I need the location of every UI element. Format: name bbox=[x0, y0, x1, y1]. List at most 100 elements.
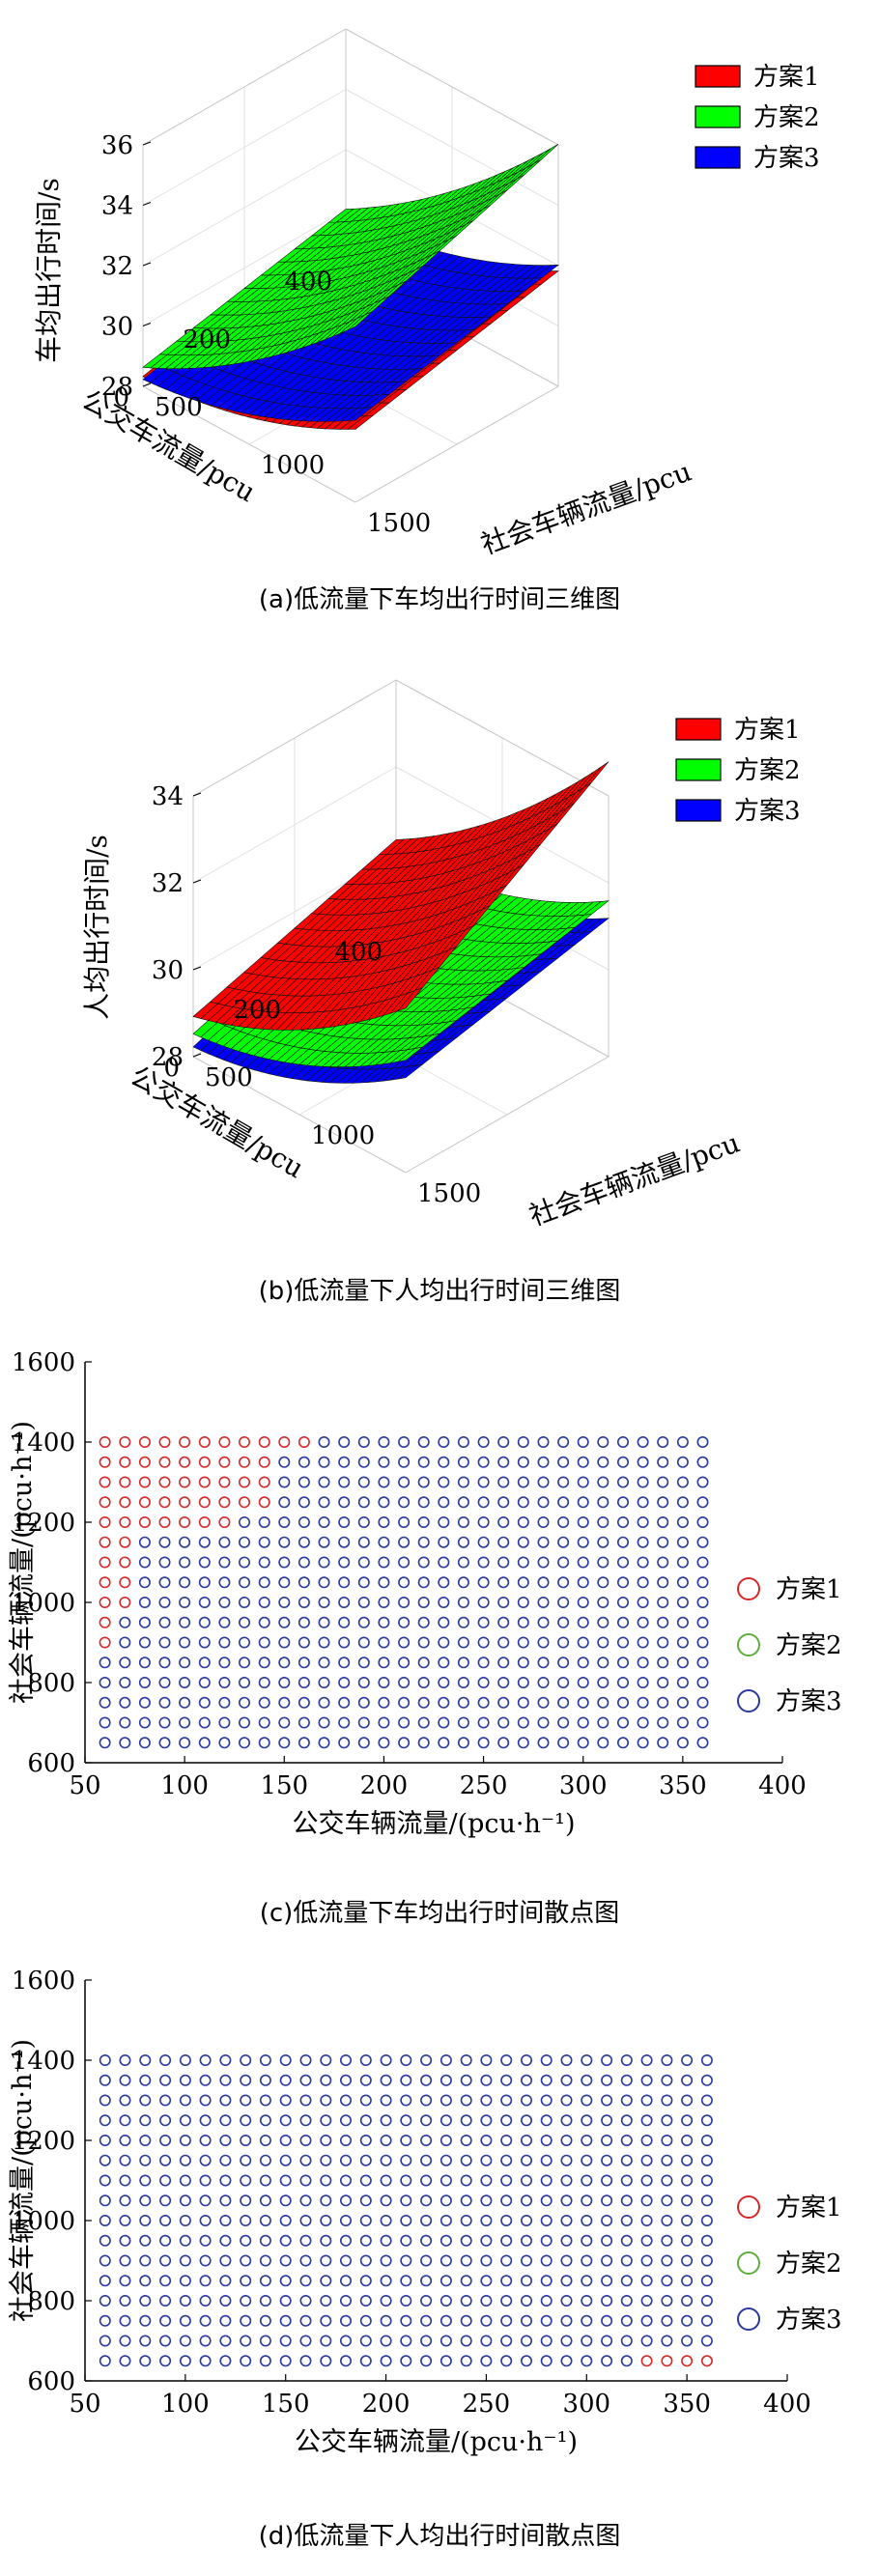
surface-facet bbox=[525, 148, 552, 168]
point-方案3 bbox=[400, 2215, 412, 2227]
point-方案3 bbox=[198, 1696, 211, 1709]
point-方案3 bbox=[258, 1556, 270, 1569]
point-方案3 bbox=[318, 1436, 330, 1449]
point-方案1 bbox=[99, 1536, 111, 1548]
point-方案3 bbox=[497, 1616, 510, 1628]
point-方案3 bbox=[581, 2335, 593, 2347]
caption-b: (b)低流量下人均出行时间三维图 bbox=[258, 1277, 621, 1306]
point-方案3 bbox=[320, 2355, 332, 2367]
scatter-chart-travel-time-per-vehicle: 50 100 150 200 250 300 350 400 600 800 1000 1200 140… bbox=[0, 1348, 879, 1941]
x-tick-label: 350 bbox=[659, 1771, 707, 1800]
point-方案3 bbox=[457, 1737, 469, 1749]
point-方案3 bbox=[398, 1597, 411, 1609]
point-方案3 bbox=[457, 1556, 469, 1569]
point-方案1 bbox=[298, 1436, 310, 1449]
point-方案3 bbox=[460, 2335, 472, 2347]
point-方案3 bbox=[378, 1597, 390, 1609]
point-方案3 bbox=[400, 2154, 412, 2166]
y-tick-label: 0 bbox=[163, 1054, 180, 1083]
point-方案3 bbox=[696, 1656, 709, 1669]
point-方案3 bbox=[339, 2194, 352, 2207]
x-tick-label: 500 bbox=[155, 393, 203, 422]
point-方案1 bbox=[158, 1516, 171, 1529]
legend-label-方案2: 方案2 bbox=[776, 2250, 842, 2279]
caption-d: (d)低流量下人均出行时间散点图 bbox=[258, 2522, 621, 2551]
point-方案3 bbox=[398, 1616, 411, 1628]
point-方案3 bbox=[540, 2215, 553, 2227]
point-方案3 bbox=[199, 2234, 212, 2247]
point-方案3 bbox=[338, 1556, 351, 1569]
point-方案3 bbox=[299, 2335, 312, 2347]
x-tick-label: 300 bbox=[559, 1771, 608, 1800]
point-方案3 bbox=[581, 2254, 593, 2267]
point-方案3 bbox=[520, 2215, 532, 2227]
point-方案3 bbox=[299, 2294, 312, 2307]
point-方案3 bbox=[537, 1716, 550, 1729]
point-方案3 bbox=[540, 2194, 553, 2207]
point-方案3 bbox=[540, 2135, 553, 2147]
point-方案3 bbox=[318, 1636, 330, 1649]
point-方案3 bbox=[696, 1496, 709, 1509]
point-方案3 bbox=[338, 1656, 351, 1669]
point-方案3 bbox=[457, 1616, 469, 1628]
point-方案3 bbox=[239, 1656, 251, 1669]
z-tick-label: 28 bbox=[101, 373, 133, 402]
point-方案1 bbox=[119, 1597, 131, 1609]
point-方案3 bbox=[159, 2074, 172, 2086]
surface-plot-a: 2830323436020040050010001500车均出行时间/s公交车流… bbox=[33, 28, 820, 561]
point-方案3 bbox=[438, 1456, 450, 1468]
point-方案3 bbox=[477, 1496, 490, 1509]
point-方案3 bbox=[661, 2335, 673, 2347]
point-方案3 bbox=[298, 1516, 310, 1529]
point-方案3 bbox=[637, 1676, 649, 1688]
point-方案3 bbox=[239, 1556, 251, 1569]
point-方案3 bbox=[199, 2154, 212, 2166]
point-方案3 bbox=[357, 1616, 370, 1628]
point-方案3 bbox=[198, 1556, 211, 1569]
surface-facet bbox=[533, 144, 559, 164]
point-方案3 bbox=[298, 1536, 310, 1548]
point-方案3 bbox=[158, 1597, 171, 1609]
point-方案3 bbox=[620, 2074, 633, 2086]
point-方案3 bbox=[616, 1536, 629, 1548]
point-方案3 bbox=[240, 2234, 252, 2247]
point-方案3 bbox=[601, 2094, 613, 2107]
point-方案3 bbox=[477, 1516, 490, 1529]
point-方案3 bbox=[138, 1556, 151, 1569]
point-方案3 bbox=[359, 2154, 372, 2166]
x-tick-label: 150 bbox=[260, 1771, 308, 1800]
legend-label-方案1: 方案1 bbox=[776, 1575, 842, 1604]
point-方案3 bbox=[138, 1536, 151, 1548]
point-方案3 bbox=[278, 1737, 291, 1749]
point-方案3 bbox=[219, 2174, 232, 2187]
point-方案3 bbox=[640, 2254, 653, 2267]
point-方案3 bbox=[239, 1636, 251, 1649]
point-方案3 bbox=[601, 2174, 613, 2187]
point-方案3 bbox=[159, 2275, 172, 2287]
legend-label-方案1: 方案1 bbox=[753, 63, 820, 92]
point-方案3 bbox=[520, 2194, 532, 2207]
point-方案3 bbox=[338, 1456, 351, 1468]
point-方案1 bbox=[99, 1597, 111, 1609]
point-方案3 bbox=[357, 1556, 370, 1569]
point-方案3 bbox=[520, 2254, 532, 2267]
point-方案3 bbox=[480, 2054, 493, 2067]
point-方案3 bbox=[139, 2355, 152, 2367]
point-方案3 bbox=[320, 2054, 332, 2067]
point-方案3 bbox=[640, 2314, 653, 2327]
y-tick-label: 800 bbox=[27, 2287, 75, 2316]
point-方案3 bbox=[700, 2154, 713, 2166]
surface-plot-b: 28303234020040050010001500人均出行时间/s公交车流量/… bbox=[81, 679, 801, 1232]
z-tick-mark bbox=[192, 879, 202, 884]
point-方案3 bbox=[480, 2114, 493, 2127]
point-方案3 bbox=[500, 2215, 513, 2227]
point-方案1 bbox=[179, 1476, 191, 1488]
point-方案3 bbox=[577, 1436, 589, 1449]
point-方案3 bbox=[557, 1576, 570, 1589]
point-方案3 bbox=[480, 2215, 493, 2227]
point-方案3 bbox=[661, 2135, 673, 2147]
point-方案3 bbox=[540, 2114, 553, 2127]
point-方案3 bbox=[537, 1516, 550, 1529]
point-方案3 bbox=[657, 1716, 669, 1729]
point-方案3 bbox=[199, 2314, 212, 2327]
